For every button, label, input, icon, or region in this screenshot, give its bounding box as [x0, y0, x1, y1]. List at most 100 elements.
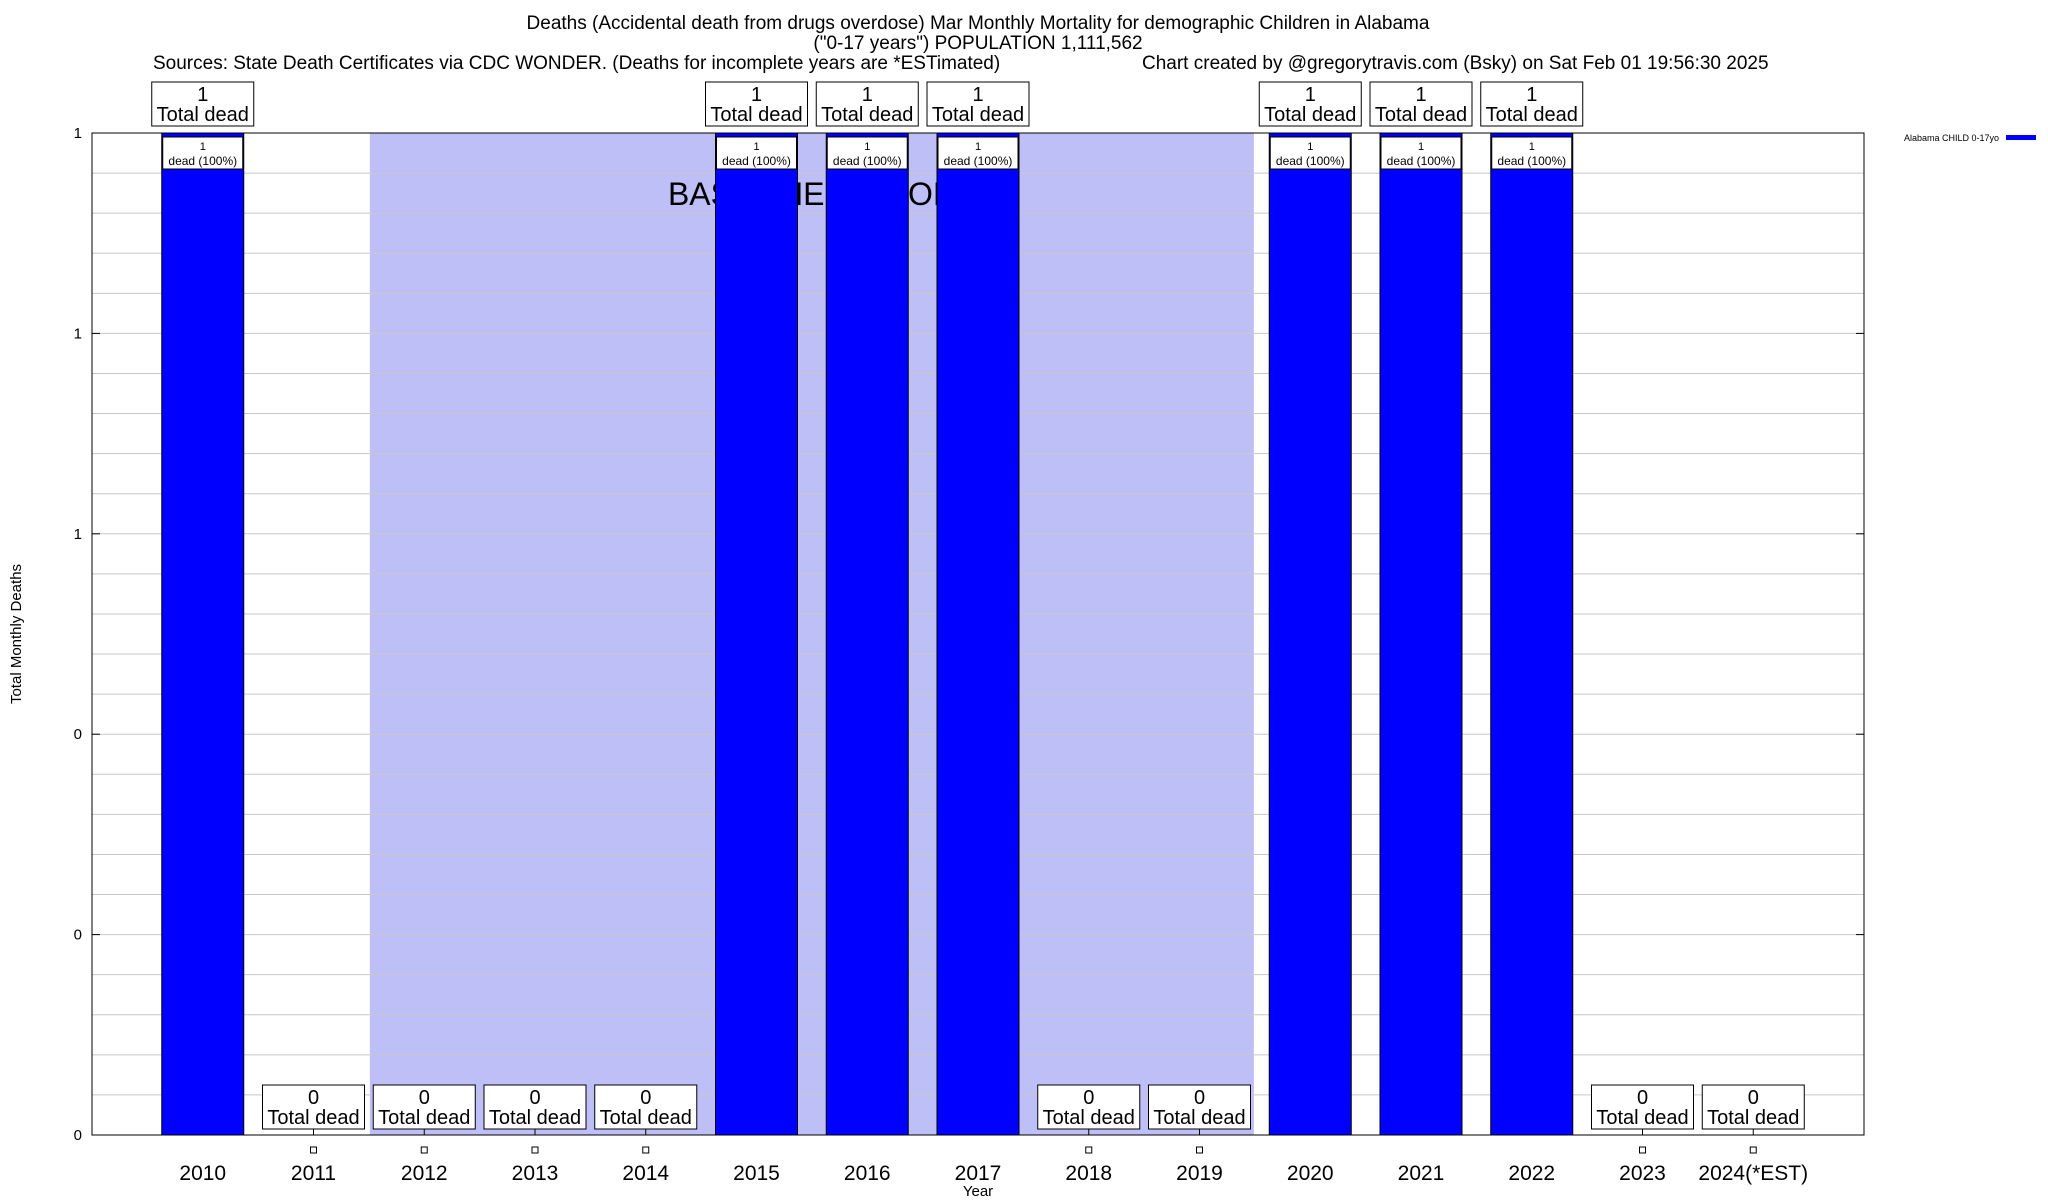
total-label: Total dead	[1375, 104, 1467, 126]
x-tick-label: 2013	[512, 1162, 559, 1185]
total-label: 1	[1305, 84, 1316, 106]
zero-point-marker	[420, 1146, 428, 1154]
total-label: 1	[862, 84, 873, 106]
total-label: Total dead	[489, 1107, 581, 1129]
total-label: 1	[751, 84, 762, 106]
bar	[1379, 132, 1463, 1136]
zero-point-marker	[1196, 1146, 1203, 1154]
total-label: 0	[640, 1087, 651, 1109]
y-axis-title: Total Monthly Deaths	[8, 564, 25, 704]
y-tick-label: 1	[74, 325, 82, 342]
total-label: 1	[1526, 84, 1537, 106]
total-label-box	[483, 1084, 587, 1130]
legend-swatch	[2006, 135, 2036, 140]
chart-credit: Chart created by @gregorytravis.com (Bsk…	[1142, 53, 1769, 74]
total-label: Total dead	[157, 104, 249, 126]
bar-label: dead (100%)	[833, 154, 902, 168]
x-tick-label: 2011	[291, 1162, 336, 1185]
zero-point-marker	[310, 1146, 317, 1154]
bar	[825, 132, 909, 1136]
total-label-box	[262, 1084, 365, 1130]
total-label: Total dead	[932, 104, 1024, 126]
bar-label: 1	[864, 141, 870, 153]
bar-label-box	[162, 136, 244, 170]
x-tick-label: 2020	[1287, 1162, 1334, 1185]
y-tick-label: 0	[74, 1127, 82, 1144]
bar-label: 1	[753, 141, 759, 153]
plot-frame	[91, 132, 1865, 1136]
total-label-box	[926, 81, 1030, 127]
total-label: Total dead	[1707, 1107, 1799, 1129]
bar-label: 1	[1418, 141, 1424, 153]
x-tick-label: 2019	[1176, 1162, 1223, 1185]
chart-subtitle: ("0-17 years") POPULATION 1,111,562	[813, 33, 1143, 54]
total-label: Total dead	[821, 104, 913, 126]
bar-label: 1	[975, 141, 981, 153]
bar-label: dead (100%)	[944, 154, 1013, 168]
total-label-box	[151, 81, 255, 127]
total-label-box	[1369, 81, 1473, 127]
total-label: 0	[529, 1087, 540, 1109]
total-label-box	[705, 81, 808, 127]
total-label-box	[594, 1084, 698, 1130]
bar-label: dead (100%)	[1387, 154, 1456, 168]
zero-point-marker	[531, 1146, 539, 1154]
chart-title: Deaths (Accidental death from drugs over…	[526, 13, 1430, 34]
bar-label: dead (100%)	[722, 154, 791, 168]
total-label: Total dead	[1486, 104, 1578, 126]
total-label-box	[1037, 1084, 1141, 1130]
bar-label: dead (100%)	[1497, 154, 1566, 168]
total-label: 0	[1748, 1087, 1759, 1109]
y-tick-label: 1	[74, 125, 82, 142]
baseline-period-shading	[369, 133, 1254, 1135]
total-label: Total dead	[1153, 1107, 1245, 1129]
x-tick-label: 2021	[1398, 1162, 1445, 1185]
bar-label: 1	[1529, 141, 1535, 153]
total-label: Total dead	[267, 1107, 359, 1129]
zero-point-marker	[1639, 1146, 1646, 1154]
x-tick-label: 2014	[622, 1162, 669, 1185]
baseline-period-label: BASELINE PERIOD	[668, 176, 956, 212]
total-label-box	[1701, 1084, 1805, 1130]
chart-sources: Sources: State Death Certificates via CD…	[153, 53, 1001, 74]
bar-label: 1	[200, 141, 206, 153]
x-tick-label: 2016	[844, 1162, 891, 1185]
total-label-box	[1258, 81, 1362, 127]
bar-label: dead (100%)	[168, 154, 237, 168]
bar	[161, 132, 245, 1136]
total-label: Total dead	[1043, 1107, 1135, 1129]
bar-label-box	[937, 136, 1019, 170]
zero-point-marker	[1085, 1146, 1093, 1154]
zero-point-marker	[642, 1146, 650, 1154]
bar-label-box	[1380, 136, 1462, 170]
x-tick-label: 2023	[1619, 1162, 1666, 1185]
x-tick-label: 2015	[733, 1162, 780, 1185]
total-label: 1	[972, 84, 983, 106]
y-tick-label: 0	[74, 726, 82, 743]
bar	[936, 132, 1020, 1136]
bar	[715, 132, 798, 1136]
x-tick-label: 2012	[401, 1162, 448, 1185]
bar	[1268, 132, 1352, 1136]
x-tick-label: 2017	[955, 1162, 1002, 1185]
total-label: Total dead	[378, 1107, 470, 1129]
bar-label-box	[1491, 136, 1573, 170]
x-axis-title: Year	[963, 1183, 993, 1200]
bar-label: 1	[1307, 141, 1313, 153]
x-tick-label: 2018	[1065, 1162, 1112, 1185]
y-tick-label: 0	[74, 927, 82, 944]
bar	[1490, 132, 1574, 1136]
total-label-box	[1591, 1084, 1694, 1130]
total-label: Total dead	[600, 1107, 692, 1129]
total-label: 0	[1194, 1087, 1205, 1109]
legend-label: Alabama CHILD 0-17yo	[1904, 133, 1999, 143]
x-tick-label: 2022	[1508, 1162, 1555, 1185]
total-label-box	[1480, 81, 1584, 127]
total-label: 1	[1415, 84, 1426, 106]
total-label: 0	[1083, 1087, 1094, 1109]
total-label-box	[815, 81, 919, 127]
zero-point-marker	[1749, 1146, 1757, 1154]
total-label: Total dead	[710, 104, 802, 126]
x-tick-label: 2024(*EST)	[1698, 1162, 1808, 1185]
